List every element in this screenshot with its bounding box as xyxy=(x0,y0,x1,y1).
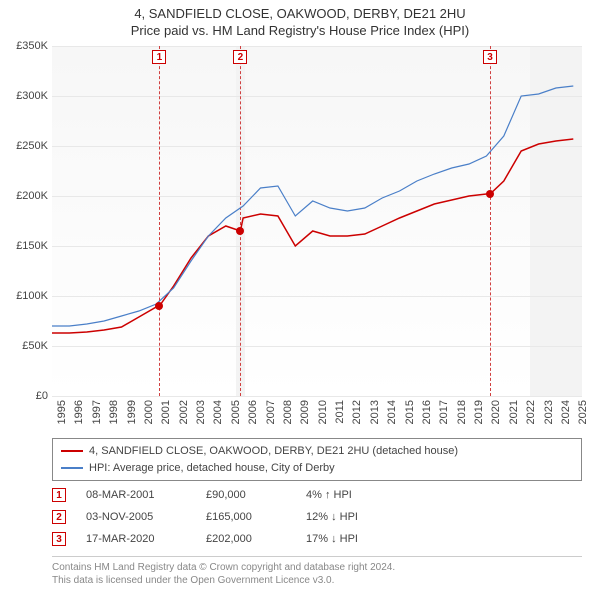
marker-dot xyxy=(486,190,494,198)
legend-label-hpi: HPI: Average price, detached house, City… xyxy=(89,460,335,477)
event-marker-box: 3 xyxy=(52,532,66,546)
chart-title-line2: Price paid vs. HM Land Registry's House … xyxy=(0,23,600,42)
legend-swatch-property xyxy=(61,450,83,452)
xtick-label: 2018 xyxy=(456,400,468,424)
legend: 4, SANDFIELD CLOSE, OAKWOOD, DERBY, DE21… xyxy=(52,438,582,481)
xtick-label: 2009 xyxy=(299,400,311,424)
xtick-label: 2005 xyxy=(230,400,242,424)
event-row: 1 08-MAR-2001 £90,000 4% ↑ HPI xyxy=(52,484,582,506)
xtick-label: 2017 xyxy=(438,400,450,424)
xtick-label: 2013 xyxy=(369,400,381,424)
xtick-label: 2024 xyxy=(560,400,572,424)
xtick-label: 2001 xyxy=(160,400,172,424)
event-delta: 12% ↓ HPI xyxy=(306,511,396,523)
marker-box: 3 xyxy=(483,50,497,64)
xtick-label: 1997 xyxy=(91,400,103,424)
event-delta: 4% ↑ HPI xyxy=(306,489,396,501)
xtick-label: 1995 xyxy=(56,400,68,424)
xtick-label: 2020 xyxy=(490,400,502,424)
events-table: 1 08-MAR-2001 £90,000 4% ↑ HPI 2 03-NOV-2005 £… xyxy=(52,484,582,550)
xtick-label: 2007 xyxy=(265,400,277,424)
xtick-label: 2012 xyxy=(351,400,363,424)
event-date: 08-MAR-2001 xyxy=(86,489,186,501)
series-lines xyxy=(52,46,582,396)
xtick-label: 2015 xyxy=(404,400,416,424)
xtick-label: 2021 xyxy=(508,400,520,424)
ytick-label: £300K xyxy=(4,90,48,102)
chart-container: 4, SANDFIELD CLOSE, OAKWOOD, DERBY, DE21… xyxy=(0,0,600,590)
event-delta: 17% ↓ HPI xyxy=(306,533,396,545)
series-line-hpi xyxy=(52,86,573,326)
ytick-label: £150K xyxy=(4,240,48,252)
series-line-property xyxy=(52,139,573,333)
marker-dot xyxy=(155,302,163,310)
marker-box: 1 xyxy=(152,50,166,64)
legend-item-hpi: HPI: Average price, detached house, City… xyxy=(61,460,573,477)
plot-area: 1 2 3 xyxy=(52,46,582,396)
xtick-label: 2002 xyxy=(178,400,190,424)
xtick-label: 2022 xyxy=(525,400,537,424)
xtick-label: 2025 xyxy=(577,400,589,424)
event-price: £90,000 xyxy=(206,489,286,501)
ytick-label: £50K xyxy=(4,340,48,352)
ytick-label: £0 xyxy=(4,390,48,402)
xtick-label: 2016 xyxy=(421,400,433,424)
xtick-label: 1999 xyxy=(126,400,138,424)
event-price: £165,000 xyxy=(206,511,286,523)
xtick-label: 2006 xyxy=(247,400,259,424)
chart-title-line1: 4, SANDFIELD CLOSE, OAKWOOD, DERBY, DE21… xyxy=(0,0,600,23)
event-marker-box: 2 xyxy=(52,510,66,524)
event-date: 03-NOV-2005 xyxy=(86,511,186,523)
legend-swatch-hpi xyxy=(61,467,83,469)
marker-box: 2 xyxy=(233,50,247,64)
xtick-label: 2014 xyxy=(386,400,398,424)
xtick-label: 2019 xyxy=(473,400,485,424)
xtick-label: 2011 xyxy=(334,400,346,424)
event-price: £202,000 xyxy=(206,533,286,545)
xtick-label: 1996 xyxy=(73,400,85,424)
event-row: 2 03-NOV-2005 £165,000 12% ↓ HPI xyxy=(52,506,582,528)
event-marker-box: 1 xyxy=(52,488,66,502)
gridline-h xyxy=(52,396,582,397)
xtick-label: 2000 xyxy=(143,400,155,424)
ytick-label: £350K xyxy=(4,40,48,52)
ytick-label: £200K xyxy=(4,190,48,202)
legend-item-property: 4, SANDFIELD CLOSE, OAKWOOD, DERBY, DE21… xyxy=(61,443,573,460)
legend-label-property: 4, SANDFIELD CLOSE, OAKWOOD, DERBY, DE21… xyxy=(89,443,458,460)
xtick-label: 2008 xyxy=(282,400,294,424)
attribution: Contains HM Land Registry data © Crown c… xyxy=(52,556,582,587)
xtick-label: 2010 xyxy=(317,400,329,424)
ytick-label: £100K xyxy=(4,290,48,302)
xtick-label: 1998 xyxy=(108,400,120,424)
ytick-label: £250K xyxy=(4,140,48,152)
attribution-line1: Contains HM Land Registry data © Crown c… xyxy=(52,561,582,574)
xtick-label: 2003 xyxy=(195,400,207,424)
attribution-line2: This data is licensed under the Open Gov… xyxy=(52,574,582,587)
event-date: 17-MAR-2020 xyxy=(86,533,186,545)
marker-dot xyxy=(236,227,244,235)
xtick-label: 2004 xyxy=(212,400,224,424)
event-row: 3 17-MAR-2020 £202,000 17% ↓ HPI xyxy=(52,528,582,550)
xtick-label: 2023 xyxy=(543,400,555,424)
